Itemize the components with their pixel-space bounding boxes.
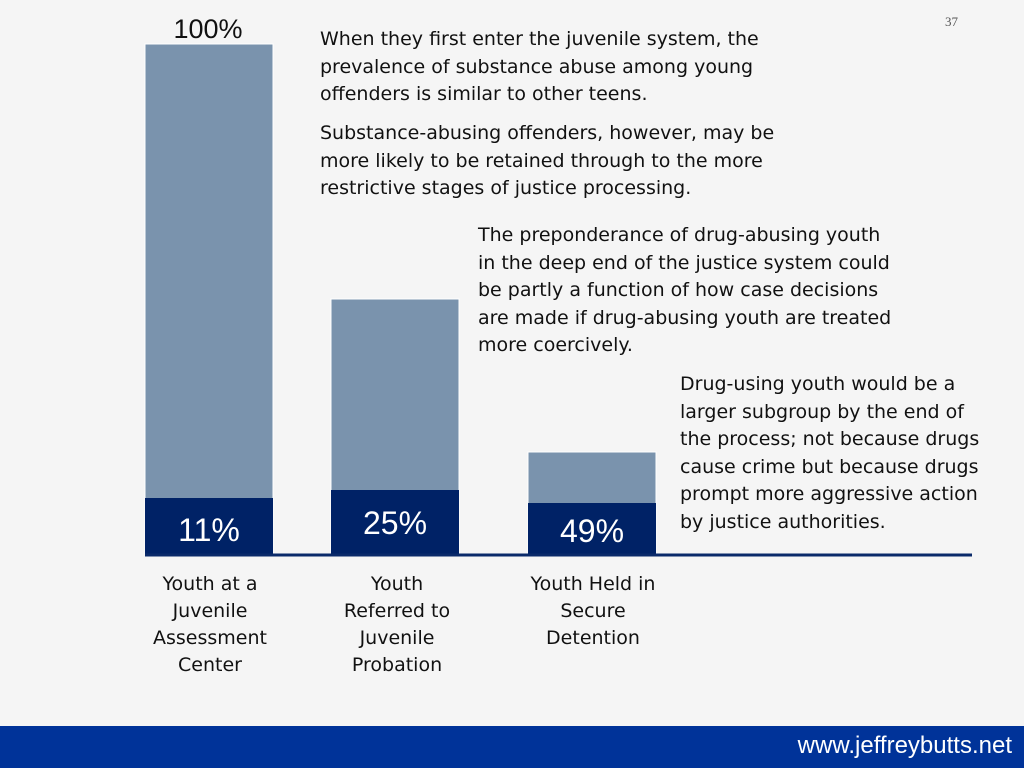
text-block-larger-subgroup: Drug-using youth would be a larger subgr… <box>680 373 980 533</box>
top-value-label: 100% <box>173 14 242 44</box>
data-label-2: 25% <box>363 505 427 541</box>
category-label-1-line-4: Center <box>178 654 242 676</box>
footer-bar <box>0 726 1024 768</box>
category-label-1-line-2: Juvenile <box>172 600 248 622</box>
category-label-2-line-2: Referred to <box>344 600 450 622</box>
text-block-initial-prevalence: When they first enter the juvenile syste… <box>320 28 759 105</box>
category-label-3-line-3: Detention <box>546 627 640 649</box>
page-number: 37 <box>945 14 958 29</box>
bar-substance-1 <box>145 498 273 554</box>
category-label-1-line-3: Assessment <box>153 627 267 649</box>
footer-url[interactable]: www.jeffreybutts.net <box>797 732 1012 759</box>
category-label-3-line-2: Secure <box>560 600 625 622</box>
category-label-2-line-3: Juvenile <box>359 627 435 649</box>
category-label-2-line-4: Probation <box>352 654 442 676</box>
text-block-preponderance: The preponderance of drug-abusing youth … <box>478 224 892 356</box>
bar-substance-2 <box>331 490 459 554</box>
text-block-retention: Substance-abusing offenders, however, ma… <box>320 122 775 199</box>
bar-chart: 11% Youth at a Juvenile Assessment Center 25%… <box>144 14 972 676</box>
category-label-3-line-1: Youth Held in <box>530 573 656 595</box>
bar-total-1 <box>144 43 274 555</box>
data-label-1: 11% <box>178 512 240 548</box>
bar-substance-3 <box>528 503 656 554</box>
category-label-2-line-1: Youth <box>370 573 423 595</box>
data-label-3: 49% <box>560 513 624 549</box>
category-label-1-line-1: Youth at a <box>161 573 257 595</box>
